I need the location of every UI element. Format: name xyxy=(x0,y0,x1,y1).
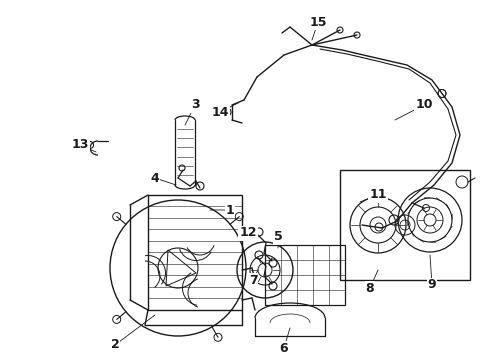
Bar xyxy=(265,245,345,305)
Text: 6: 6 xyxy=(280,342,288,355)
Bar xyxy=(340,170,470,280)
Text: 9: 9 xyxy=(428,279,436,292)
Text: 14: 14 xyxy=(211,105,229,118)
Text: 12: 12 xyxy=(239,226,257,239)
Text: 8: 8 xyxy=(366,282,374,294)
Text: 13: 13 xyxy=(72,139,89,152)
Text: 5: 5 xyxy=(273,230,282,243)
Text: 1: 1 xyxy=(225,203,234,216)
Bar xyxy=(148,195,242,310)
Text: 10: 10 xyxy=(415,99,433,112)
Text: 2: 2 xyxy=(111,338,120,351)
Text: 7: 7 xyxy=(248,274,257,287)
Text: 3: 3 xyxy=(191,99,199,112)
Text: 11: 11 xyxy=(369,189,387,202)
Text: 4: 4 xyxy=(150,171,159,184)
Text: 15: 15 xyxy=(309,15,327,28)
